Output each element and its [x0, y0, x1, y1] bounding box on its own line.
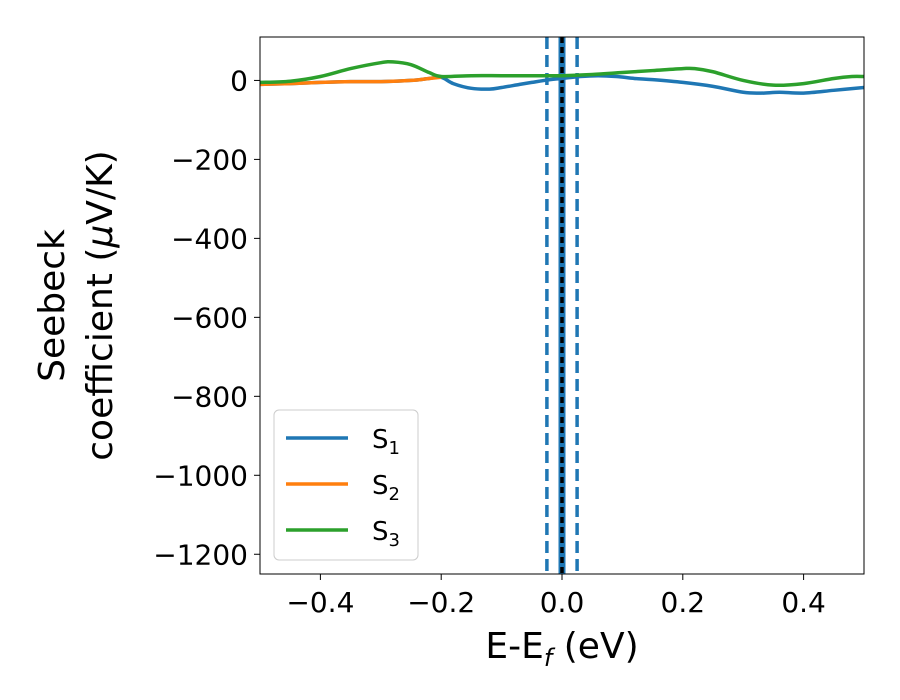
legend: S1 S2 S3 [273, 409, 419, 561]
x-tick-label: 0.0 [540, 586, 585, 619]
legend-label-s3: S3 [372, 517, 400, 551]
y-tick-label: −600 [171, 301, 248, 334]
y-axis-label-line2: coefficient (μV/K) [80, 150, 121, 460]
y-tick-label: −1200 [153, 538, 248, 571]
y-axis: 0 −200 −400 −600 −800 −1000 −1200 [153, 64, 260, 571]
series-line-s3 [260, 59, 864, 88]
y-tick-label: −1000 [153, 459, 248, 492]
legend-label-s1: S1 [372, 425, 400, 459]
series-line-s2 [260, 75, 442, 87]
y-axis-label-line1: Seebeck [32, 229, 73, 382]
x-tick-label: −0.2 [407, 586, 475, 619]
x-axis: −0.4 −0.2 0.0 0.2 0.4 [286, 574, 826, 619]
y-tick-label: −200 [171, 143, 248, 176]
x-tick-label: 0.2 [661, 586, 706, 619]
x-tick-label: −0.4 [286, 586, 354, 619]
y-tick-label: 0 [230, 64, 248, 97]
y-tick-label: −400 [171, 222, 248, 255]
y-axis-label: Seebeck coefficient (μV/K) [32, 150, 121, 460]
y-tick-label: −800 [171, 380, 248, 413]
x-axis-label: E-Ef (eV) [485, 626, 638, 672]
x-tick-label: 0.4 [781, 586, 826, 619]
legend-label-s2: S2 [372, 471, 400, 505]
